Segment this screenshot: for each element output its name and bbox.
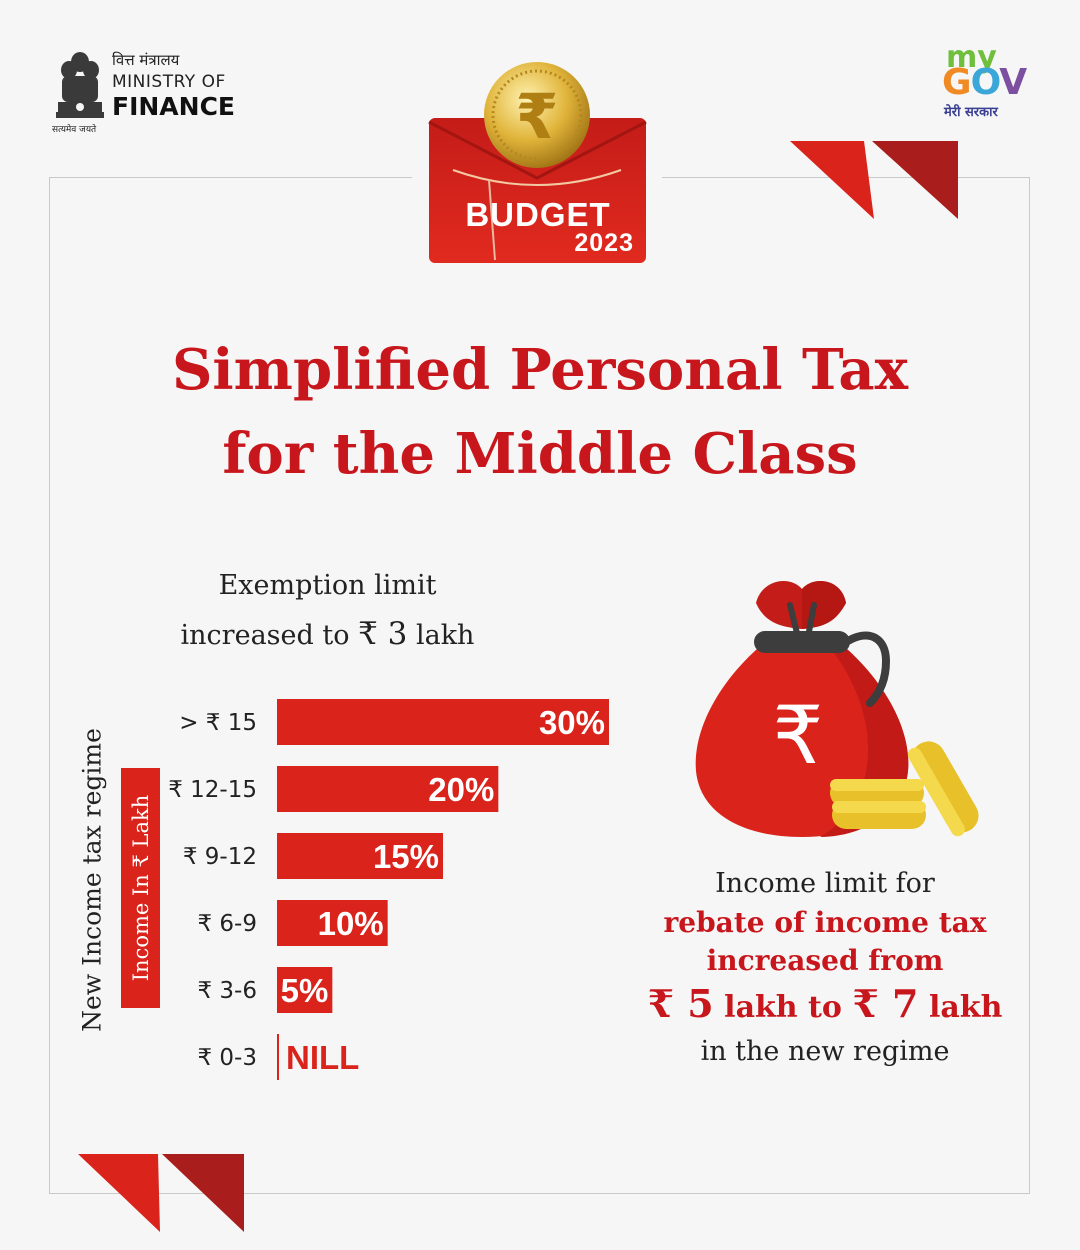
ministry-name-line2: FINANCE (112, 92, 235, 121)
zero-bar-marker (277, 1034, 279, 1080)
y-tick-label: > ₹ 15 (179, 710, 257, 736)
y-tick-label: ₹ 3-6 (197, 978, 257, 1004)
ministry-hindi-name: वित्त मंत्रालय (112, 51, 180, 69)
bar-value-label: NILL (286, 1039, 359, 1076)
title-line: Simplified Personal Tax (171, 337, 909, 403)
bar (277, 699, 609, 745)
rebate-to-amount: ₹ 7 (852, 981, 919, 1026)
bar-value-label: 30% (539, 704, 605, 741)
mygov-tagline: मेरी सरकार (944, 105, 998, 120)
mygov-logo: my GOV मेरी सरकार (940, 40, 1050, 130)
rebate-from-amount: ₹ 5 (647, 981, 714, 1026)
bar-value-label: 10% (318, 905, 384, 942)
rebate-text: Income limit for rebate of income tax in… (620, 864, 1030, 1072)
title-line: for the Middle Class (222, 421, 858, 487)
mygov-gov-letter: O (970, 62, 1001, 103)
y-tick-label: ₹ 12-15 (168, 777, 257, 803)
rebate-line3: increased from (706, 944, 944, 977)
mygov-gov-text: GOV (942, 62, 1027, 103)
rebate-line5: in the new regime (700, 1036, 950, 1067)
bag-rupee-symbol: ₹ (773, 689, 824, 782)
mygov-gov-letter: V (999, 62, 1027, 103)
exemption-line2-suffix: lakh (407, 620, 475, 651)
unit-label-pill: Income In ₹ Lakh (121, 768, 160, 1008)
unit-label-text: Income In ₹ Lakh (128, 794, 153, 982)
mygov-my-text: my (946, 40, 997, 75)
rebate-end: lakh (918, 990, 1003, 1025)
national-emblem-icon (56, 52, 104, 118)
exemption-amount: ₹ 3 (358, 616, 408, 652)
budget-badge-icon: ₹ (428, 62, 647, 263)
rebate-line2: rebate of income tax (663, 906, 987, 939)
exemption-text: Exemption limit increased to ₹ 3 lakh (120, 562, 535, 660)
exemption-line1: Exemption limit (218, 570, 437, 601)
money-bag-icon: ₹ (695, 580, 979, 837)
mygov-gov-letter: G (942, 62, 972, 103)
bar-value-label: 15% (373, 838, 439, 875)
y-tick-label: ₹ 9-12 (183, 844, 257, 870)
rebate-line4: ₹ 5 lakh to ₹ 7 lakh (620, 980, 1030, 1032)
rebate-line1: Income limit for (715, 868, 935, 899)
emblem-motto: सत्यमेव जयते (52, 125, 97, 135)
ministry-name-line1: MINISTRY OF (112, 72, 226, 92)
y-tick-label: ₹ 6-9 (197, 911, 257, 937)
bar-value-label: 20% (428, 771, 494, 808)
regime-axis-label: New Income tax regime (77, 728, 107, 1032)
coin-rupee-symbol: ₹ (515, 80, 558, 153)
page-title: Simplified Personal Tax for the Middle C… (60, 328, 1020, 496)
budget-badge-year: 2023 (574, 229, 634, 257)
bar (277, 833, 443, 879)
tax-slab-bar-chart: > ₹ 15 30% ₹ 12-15 20% ₹ 9-12 15% ₹ 6-9 10% ₹ 3-… (168, 699, 609, 1080)
bar-value-label: 5% (281, 972, 329, 1009)
bar (277, 967, 333, 1013)
top-chevron-decoration-icon (790, 141, 958, 219)
bottom-chevron-decoration-icon (78, 1154, 244, 1232)
exemption-line2-prefix: increased to (180, 620, 359, 651)
bar (277, 766, 499, 812)
budget-badge-word: BUDGET (465, 196, 611, 233)
ministry-of-finance-logo: सत्यमेव जयते वित्त मंत्रालय MINISTRY OF … (52, 44, 252, 136)
bar (277, 900, 388, 946)
y-tick-label: ₹ 0-3 (197, 1045, 257, 1071)
rebate-mid: lakh to (713, 990, 853, 1025)
